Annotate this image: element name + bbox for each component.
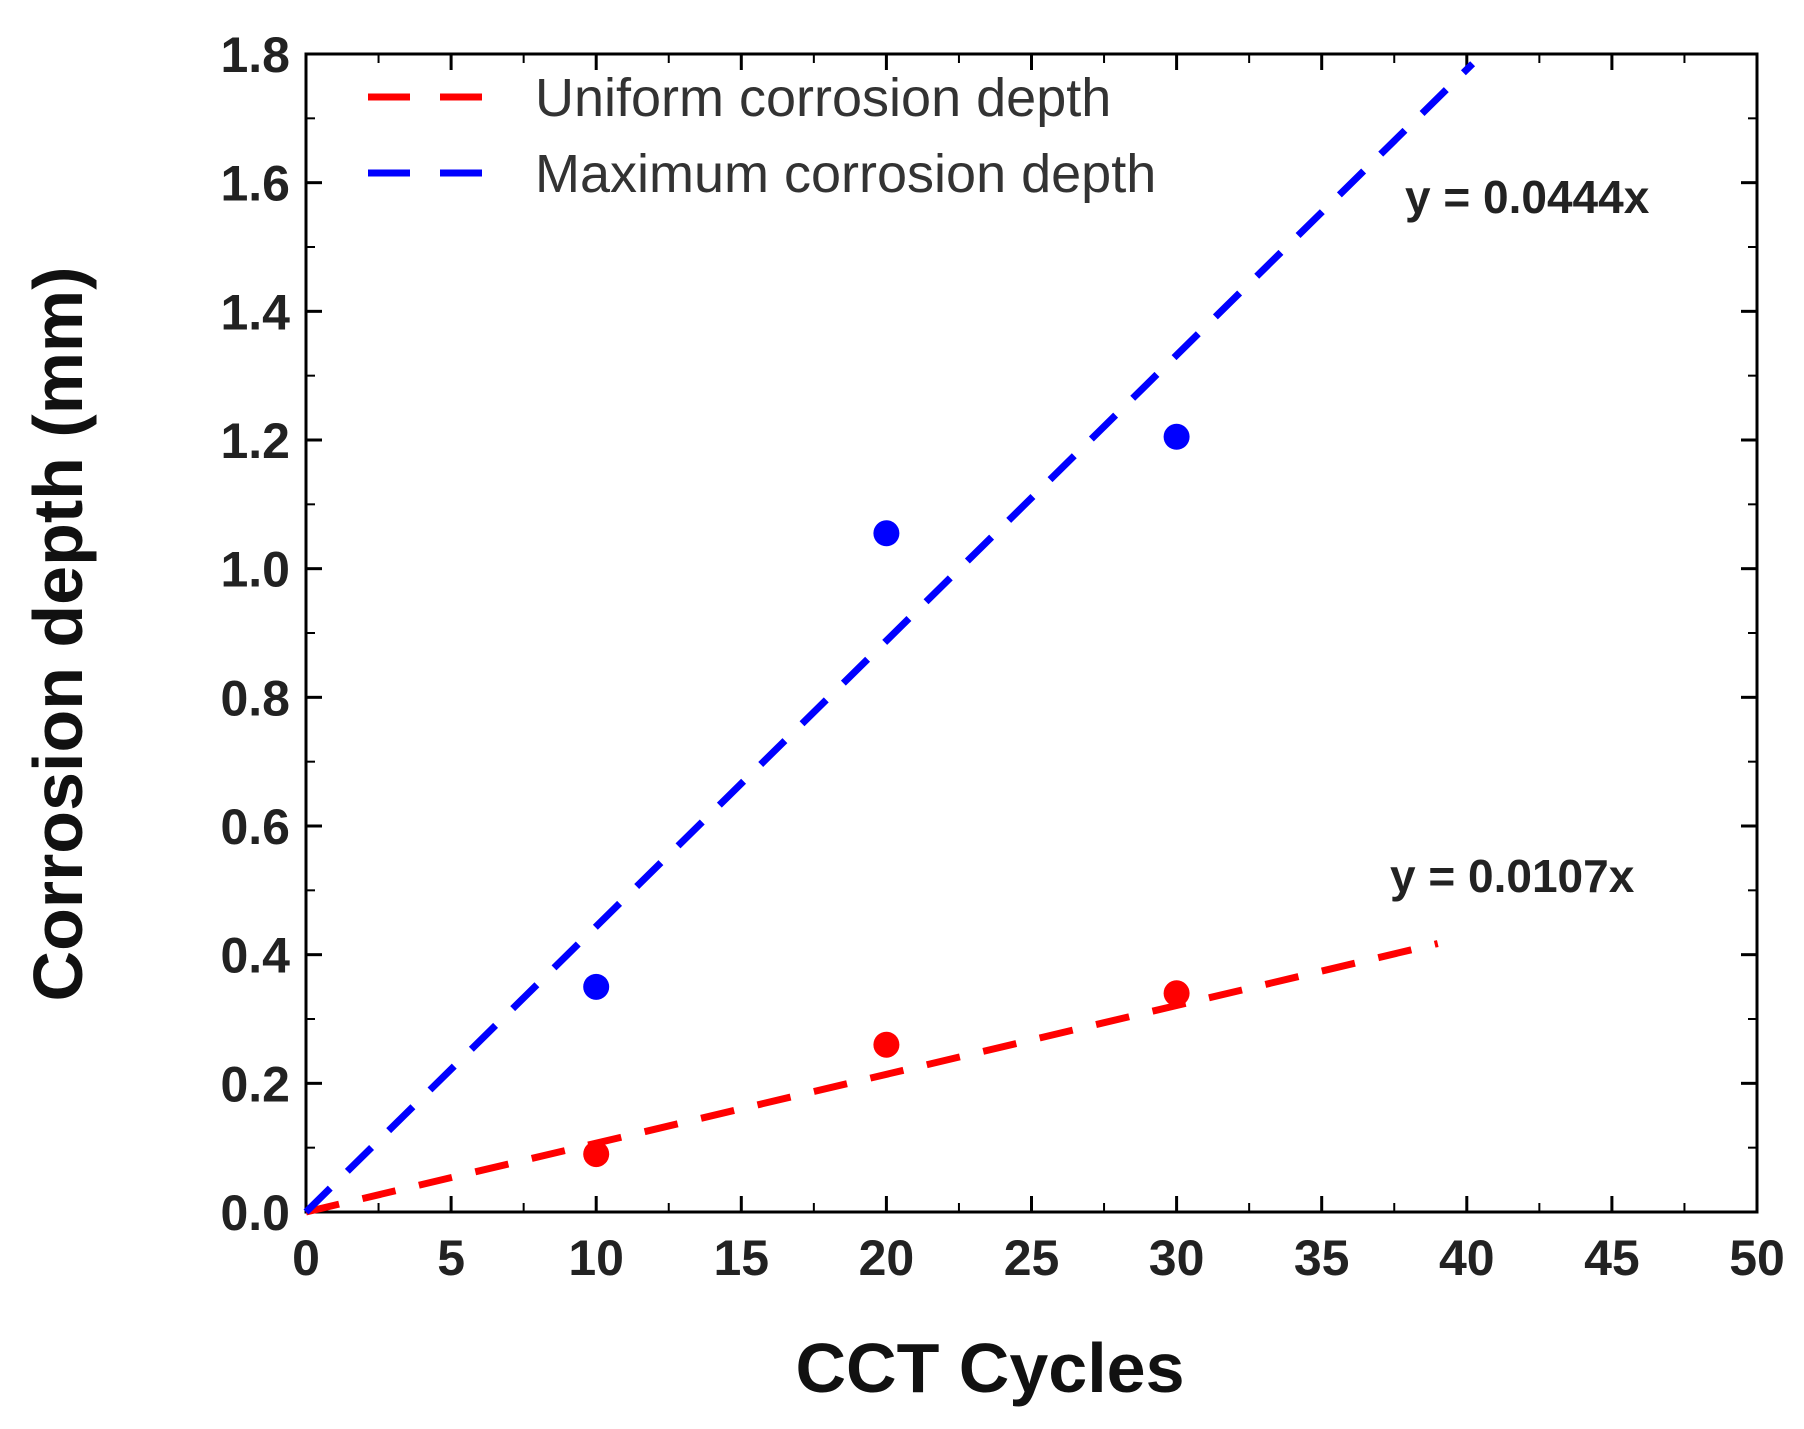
data-point-maximum <box>583 973 610 1000</box>
data-point-uniform <box>1163 980 1190 1007</box>
fit-lines <box>303 61 1476 1216</box>
tick-labels: 0 5 10 15 20 25 30 35 40 45 50 0.0 0.2 0.4 0.6 0.8 1.0 1.… <box>220 27 1784 1286</box>
data-point-maximum <box>873 520 900 547</box>
y-tick-label: 0.4 <box>220 928 290 984</box>
data-point-maximum <box>1163 423 1190 450</box>
x-tick-label: 5 <box>437 1230 465 1286</box>
x-tick-label: 15 <box>713 1230 769 1286</box>
y-tick-label: 1.2 <box>220 413 290 469</box>
x-axis-title: CCT Cycles <box>795 1329 1184 1407</box>
data-point-uniform <box>583 1141 610 1168</box>
x-tick-label: 45 <box>1584 1230 1640 1286</box>
legend: Uniform corrosion depth Maximum corrosio… <box>368 68 1156 204</box>
fit-line-maximum <box>303 61 1476 1215</box>
x-tick-label: 35 <box>1294 1230 1350 1286</box>
x-tick-label: 10 <box>568 1230 624 1286</box>
axes <box>304 52 1759 1214</box>
y-tick-label: 0.6 <box>220 799 290 855</box>
plot-frame <box>304 52 1759 1214</box>
y-tick-label: 1.8 <box>220 27 290 83</box>
x-tick-label: 25 <box>1004 1230 1060 1286</box>
legend-label-maximum: Maximum corrosion depth <box>535 144 1156 204</box>
data-points <box>583 423 1190 1168</box>
y-tick-label: 0.0 <box>220 1185 290 1241</box>
y-tick-label: 1.6 <box>220 156 290 212</box>
fit-line-uniform <box>305 940 1439 1216</box>
y-tick-label: 1.0 <box>220 542 290 598</box>
x-tick-label: 0 <box>292 1230 320 1286</box>
x-tick-label: 30 <box>1149 1230 1205 1286</box>
y-tick-label: 0.2 <box>220 1056 290 1112</box>
data-point-uniform <box>873 1031 900 1058</box>
equation-maximum: y = 0.0444x <box>1405 171 1650 223</box>
y-axis-title: Corrosion depth (mm) <box>19 267 97 1002</box>
x-tick-label: 40 <box>1439 1230 1495 1286</box>
x-tick-label: 20 <box>859 1230 915 1286</box>
y-tick-label: 1.4 <box>220 284 290 340</box>
equation-uniform: y = 0.0107x <box>1390 850 1635 902</box>
y-tick-label: 0.8 <box>220 670 290 726</box>
legend-label-uniform: Uniform corrosion depth <box>535 68 1111 128</box>
x-tick-label: 50 <box>1729 1230 1785 1286</box>
